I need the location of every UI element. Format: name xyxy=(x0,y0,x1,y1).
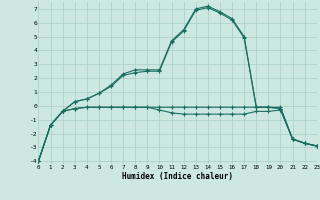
X-axis label: Humidex (Indice chaleur): Humidex (Indice chaleur) xyxy=(122,172,233,181)
